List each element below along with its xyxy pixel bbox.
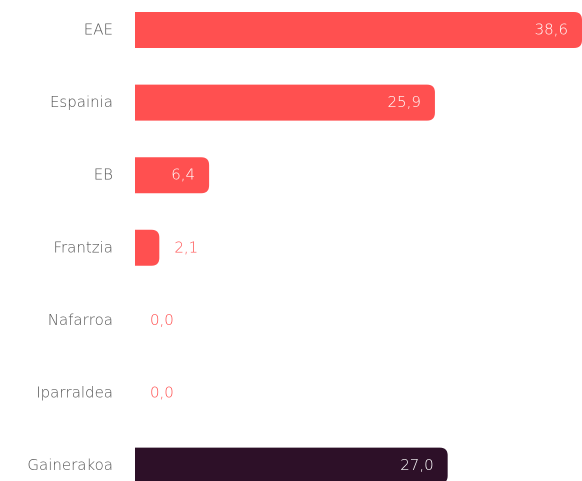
category-label: Frantzia	[53, 238, 113, 256]
bar	[135, 229, 160, 266]
category-label: Iparraldea	[36, 384, 113, 402]
bar	[135, 157, 210, 194]
category-label: Nafarroa	[48, 311, 113, 329]
category-label: Espainia	[50, 93, 113, 111]
category-label: EAE	[84, 21, 113, 39]
category-label: Gainerakoa	[27, 456, 113, 474]
value-label: 38,6	[535, 21, 568, 39]
bar	[135, 447, 448, 481]
value-label: 2,1	[174, 238, 198, 256]
value-label: 27,0	[400, 456, 433, 474]
value-label: 0,0	[150, 311, 174, 329]
category-label: EB	[94, 166, 113, 184]
bar	[135, 12, 582, 48]
bar	[135, 84, 435, 121]
value-label: 0,0	[150, 384, 174, 402]
value-label: 6,4	[171, 166, 195, 184]
value-label: 25,9	[388, 93, 421, 111]
